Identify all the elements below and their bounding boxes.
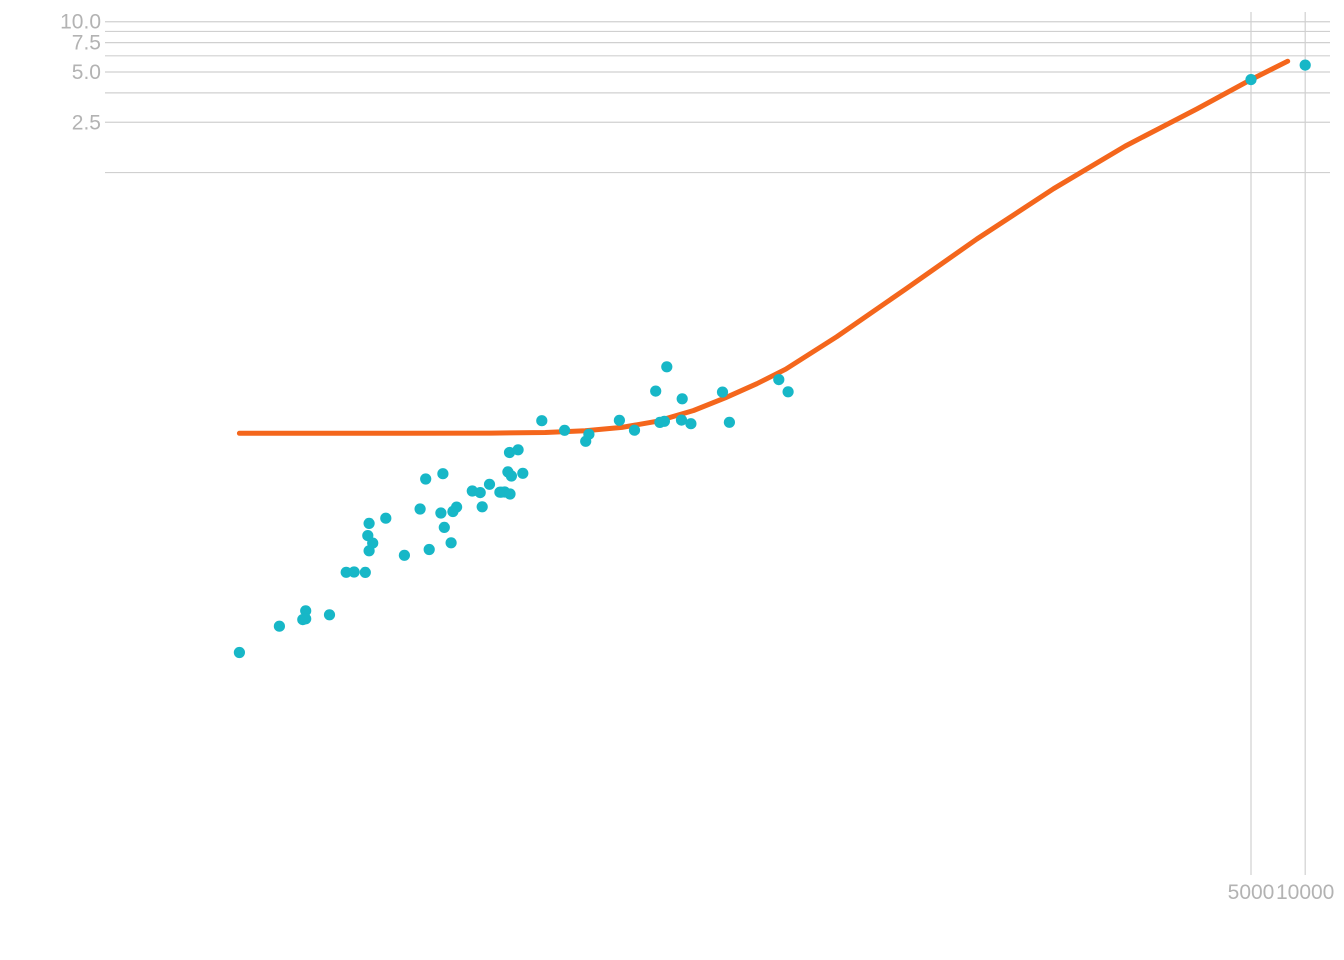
data-point	[435, 507, 446, 518]
data-point	[484, 479, 495, 490]
y-tick-label: 10.0	[60, 11, 101, 34]
y-tick-label: 2.5	[72, 111, 101, 134]
data-point	[724, 417, 735, 428]
data-point	[717, 387, 728, 398]
data-point	[583, 429, 594, 440]
data-point	[517, 468, 528, 479]
data-point	[629, 425, 640, 436]
data-point	[1245, 74, 1256, 85]
data-point	[659, 416, 670, 427]
data-point	[415, 503, 426, 514]
data-point	[513, 444, 524, 455]
trend-layer	[239, 61, 1287, 433]
data-point	[399, 550, 410, 561]
data-point	[364, 518, 375, 529]
data-point	[685, 418, 696, 429]
data-point	[559, 425, 570, 436]
tick-labels: 10.07.5 5.0 2.5 5000 10000	[60, 11, 1334, 904]
trend-line	[239, 61, 1287, 433]
data-point	[677, 393, 688, 404]
data-point	[420, 473, 431, 484]
data-point	[506, 470, 517, 481]
data-point	[437, 468, 448, 479]
data-point	[1300, 60, 1311, 71]
data-point	[274, 621, 285, 632]
data-point	[614, 415, 625, 426]
data-point	[446, 537, 457, 548]
data-point	[349, 566, 360, 577]
data-point	[504, 488, 515, 499]
data-point	[475, 487, 486, 498]
x-tick-label: 5000	[1228, 881, 1275, 904]
data-point	[783, 386, 794, 397]
data-point	[360, 567, 371, 578]
data-point	[424, 544, 435, 555]
data-point	[477, 501, 488, 512]
x-tick-label: 10000	[1276, 881, 1334, 904]
y-tick-label: 7.5	[72, 32, 101, 55]
data-point	[300, 613, 311, 624]
data-point	[324, 609, 335, 620]
data-point	[234, 647, 245, 658]
data-point	[536, 415, 547, 426]
data-point	[773, 374, 784, 385]
data-point	[451, 502, 462, 513]
data-point	[439, 522, 450, 533]
grid-layer	[105, 12, 1330, 875]
data-point	[661, 361, 672, 372]
data-point	[367, 538, 378, 549]
data-point	[650, 386, 661, 397]
data-points	[234, 60, 1311, 659]
y-tick-label: 5.0	[72, 61, 101, 84]
data-point	[380, 513, 391, 524]
